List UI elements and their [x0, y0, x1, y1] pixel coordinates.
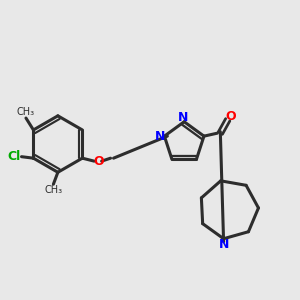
Text: CH₃: CH₃ — [17, 107, 35, 117]
Text: N: N — [155, 130, 165, 142]
Text: N: N — [218, 238, 229, 251]
Text: O: O — [225, 110, 236, 123]
Text: O: O — [93, 154, 104, 168]
Text: Cl: Cl — [8, 150, 21, 163]
Text: CH₃: CH₃ — [44, 185, 62, 195]
Text: N: N — [178, 111, 188, 124]
